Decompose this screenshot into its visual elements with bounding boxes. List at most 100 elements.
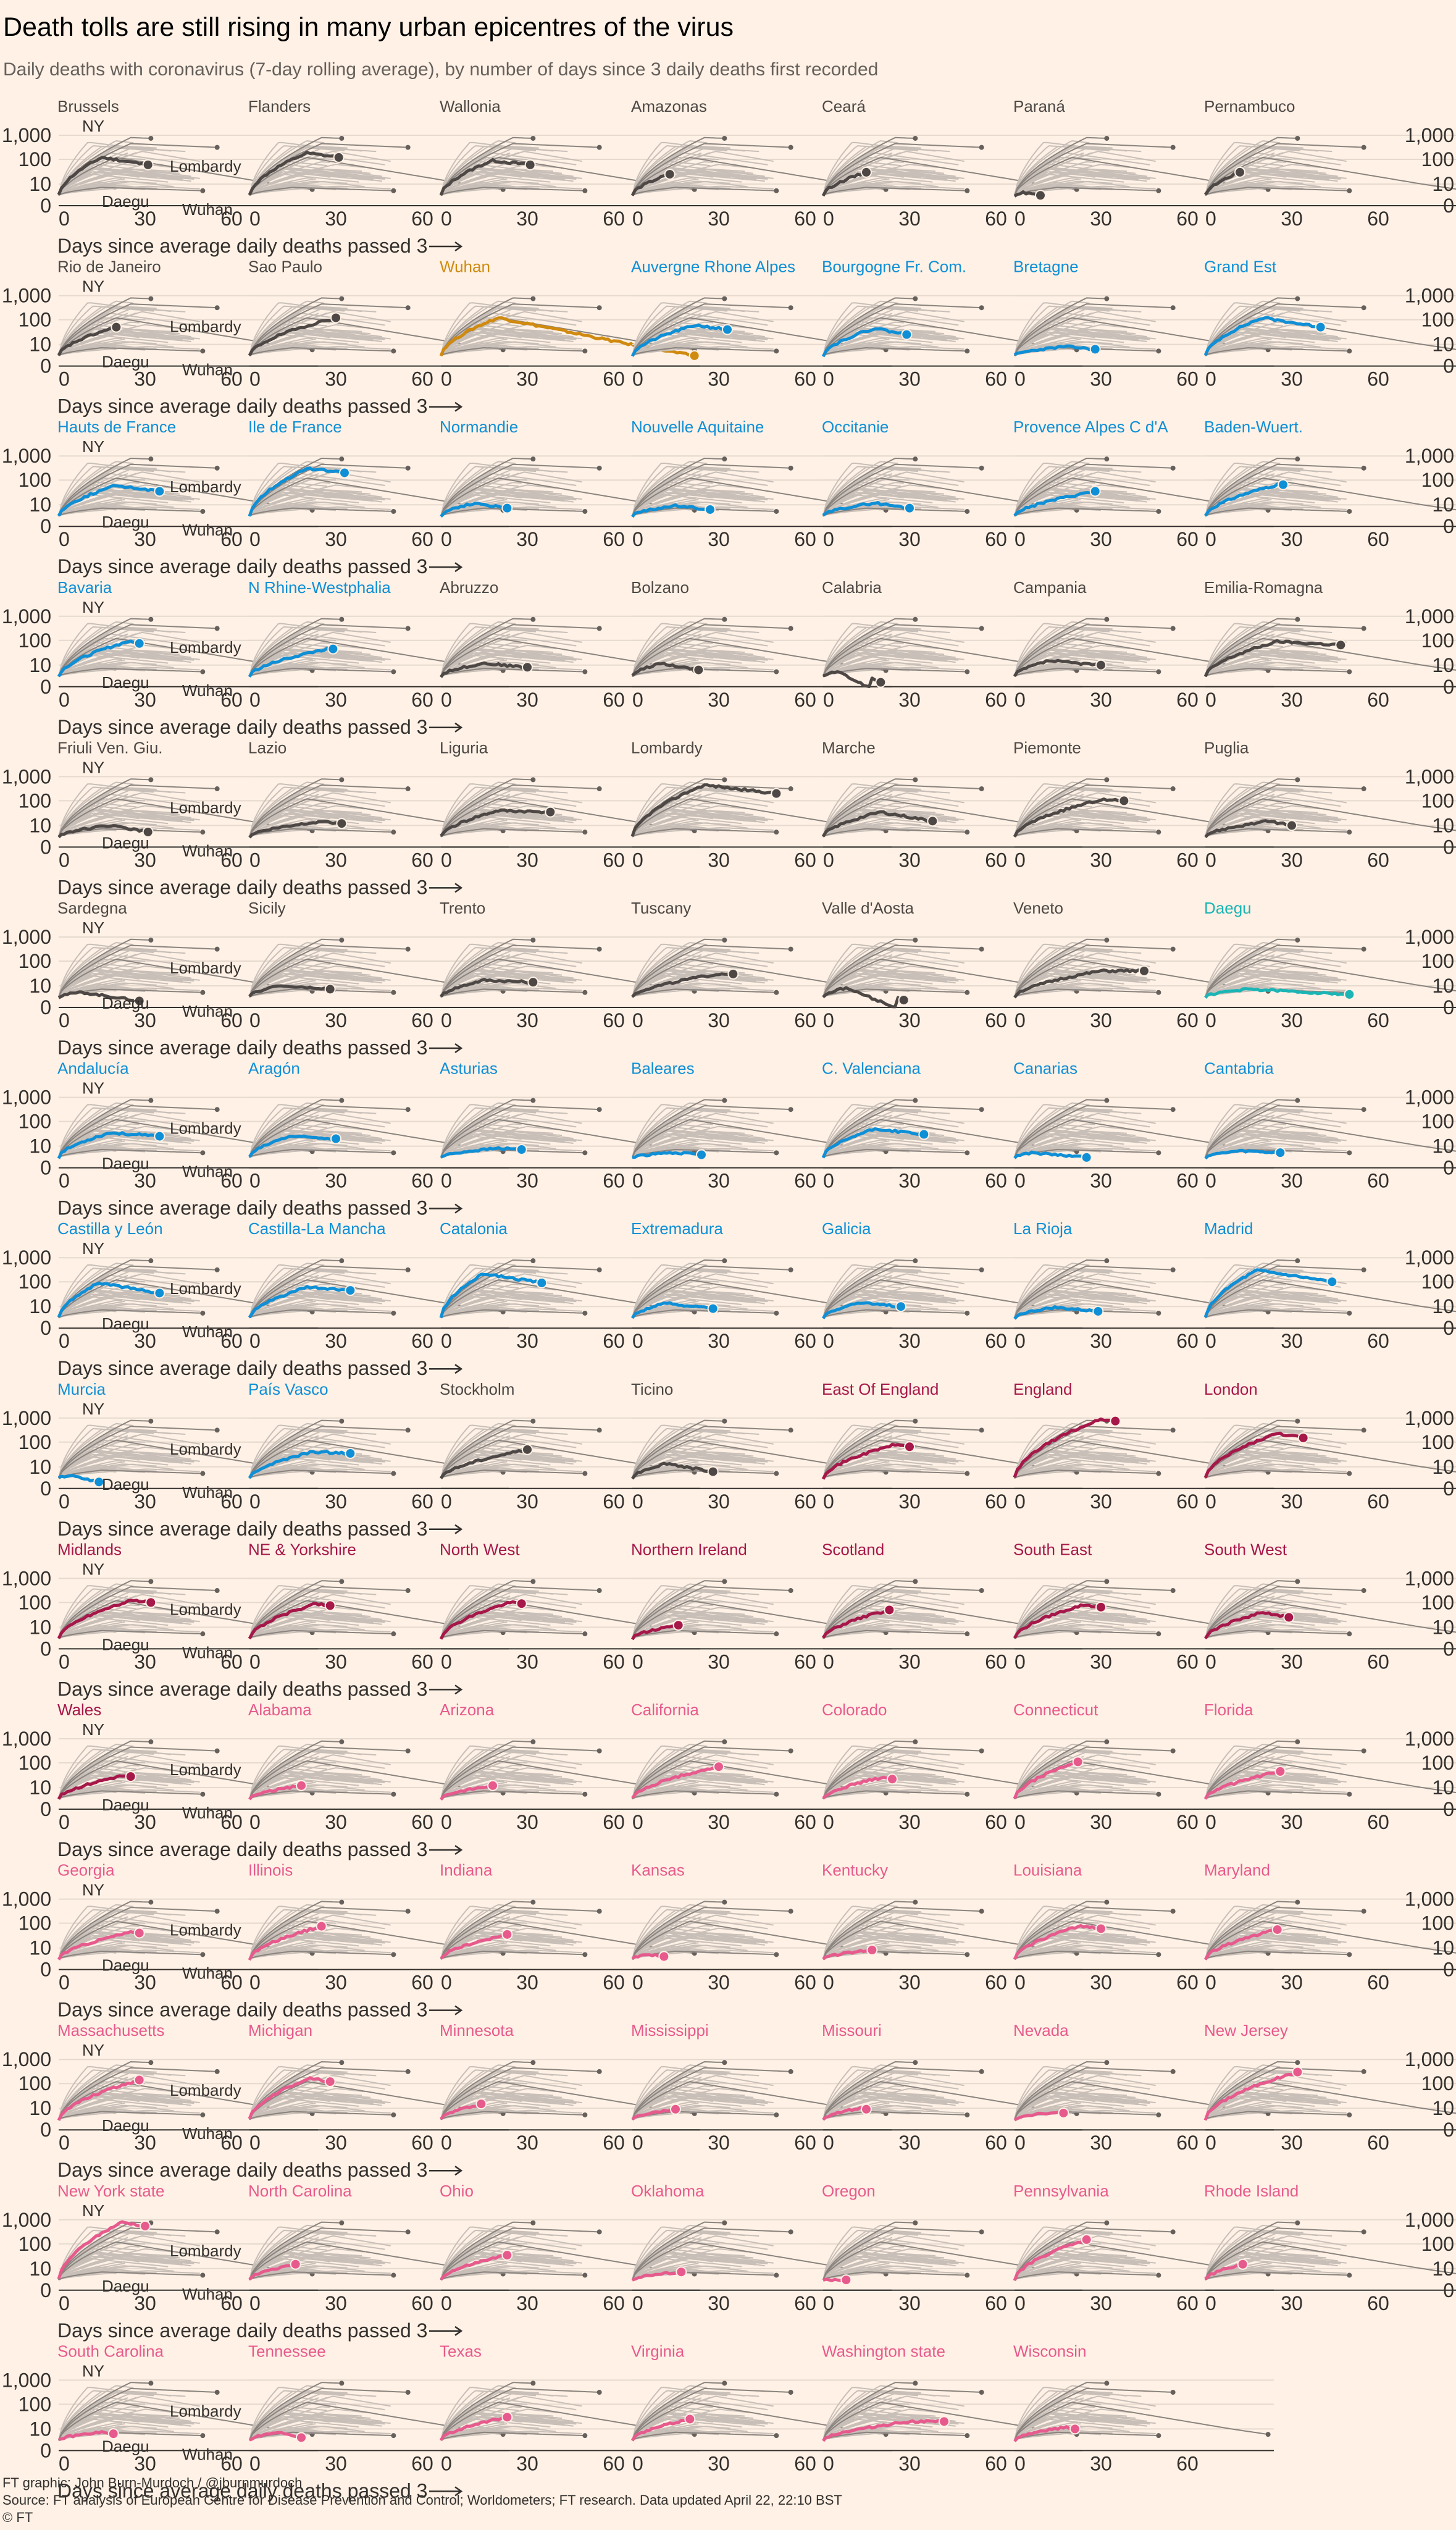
reference-series-line — [822, 137, 916, 196]
background-series-line — [440, 1286, 556, 1319]
y-tick-label: 100 — [19, 1111, 51, 1133]
background-series-line — [249, 621, 325, 677]
arrow-icon — [429, 1364, 463, 1374]
reference-series-line — [249, 1309, 394, 1319]
arrow-icon — [429, 1043, 463, 1054]
reference-series-line — [1205, 778, 1298, 838]
background-series-line — [58, 781, 134, 838]
y-tick-label: 0 — [40, 1637, 51, 1660]
y-tick-label: 1,000 — [1405, 765, 1454, 788]
y-tick-label: 10 — [29, 494, 51, 516]
reference-end-point — [1347, 1471, 1352, 1476]
background-series-line — [822, 781, 898, 838]
x-tick-label: 30 — [516, 689, 538, 711]
reference-end-point — [1361, 1748, 1366, 1754]
reference-end-point — [722, 1418, 727, 1424]
reference-series-line — [58, 784, 217, 838]
y-tick-label: 0 — [1443, 1477, 1454, 1500]
y-tick-label: 1,000 — [1405, 445, 1454, 467]
background-series-line — [822, 652, 904, 677]
x-tick-label: 0 — [823, 208, 834, 230]
x-tick-label: 60 — [1367, 368, 1389, 390]
background-series-line — [249, 969, 382, 998]
reference-end-point — [391, 1631, 396, 1637]
panel-title: Abruzzo — [440, 578, 498, 597]
reference-end-point — [964, 1791, 970, 1797]
reference-series-line — [1205, 1265, 1364, 1318]
background-series-line — [822, 1125, 939, 1158]
panel-title: Baden-Wuert. — [1204, 418, 1303, 436]
x-tick-label: 60 — [411, 1811, 433, 1833]
region-series-line — [1203, 170, 1241, 196]
background-series-line — [58, 462, 146, 516]
x-tick-label: 60 — [603, 368, 625, 390]
background-series-line — [249, 1130, 382, 1158]
reference-series-line — [1014, 784, 1173, 838]
background-series-line — [58, 943, 146, 998]
x-tick-label: 0 — [632, 849, 643, 871]
background-series-line — [58, 812, 140, 838]
x-tick-label: 30 — [1090, 1009, 1112, 1032]
region-end-point — [1344, 988, 1355, 1000]
reference-end-point — [582, 1150, 588, 1156]
reference-series-line — [440, 784, 600, 838]
reference-end-point — [979, 1267, 984, 1272]
x-tick-label: 0 — [441, 1009, 452, 1032]
background-series-line — [1205, 644, 1321, 677]
background-series-line — [1205, 461, 1281, 516]
x-tick-label: 60 — [794, 1330, 816, 1352]
x-tick-label: 0 — [249, 1811, 261, 1833]
x-tick-label: 60 — [1367, 1490, 1389, 1513]
reference-label: NY — [82, 1560, 104, 1578]
panel-title: Flanders — [248, 97, 311, 116]
region-series-line — [1013, 968, 1145, 999]
y-tick-label: 1,000 — [1405, 1086, 1454, 1109]
reference-label: Wuhan — [182, 521, 233, 539]
reference-end-point — [774, 1631, 779, 1637]
y-tick-label: 100 — [1421, 1431, 1454, 1453]
x-tick-label: 60 — [603, 1650, 625, 1673]
y-tick-label: 10 — [1432, 975, 1454, 997]
background-series-line — [632, 663, 690, 677]
background-series-line — [822, 943, 910, 998]
background-series-line — [249, 1264, 337, 1318]
reference-end-point — [1170, 1107, 1176, 1112]
reference-series-line — [1205, 958, 1456, 998]
reference-end-point — [964, 1310, 970, 1316]
y-tick-label: 10 — [29, 1776, 51, 1799]
y-tick-label: 10 — [1432, 173, 1454, 195]
reference-end-point — [1104, 616, 1110, 622]
region-series-line — [631, 503, 711, 518]
background-series-line — [1014, 663, 1073, 677]
reference-series-line — [822, 187, 968, 196]
arrow-icon — [429, 241, 463, 252]
background-series-line — [632, 302, 719, 356]
y-tick-label: 0 — [40, 996, 51, 1019]
background-series-line — [249, 488, 382, 516]
reference-series-line — [1205, 1105, 1364, 1158]
reference-end-point — [391, 348, 396, 354]
reference-end-point — [582, 508, 588, 514]
reference-series-line — [440, 507, 585, 517]
reference-label: Wuhan — [182, 841, 233, 860]
region-end-point — [1139, 965, 1150, 977]
reference-series-line — [632, 624, 791, 677]
region-end-point — [154, 1287, 165, 1299]
y-tick-label: 100 — [1421, 469, 1454, 491]
region-end-point — [345, 1285, 356, 1297]
reference-end-point — [1295, 1258, 1300, 1264]
reference-series-line — [1014, 1265, 1173, 1318]
y-tick-label: 10 — [1432, 1776, 1454, 1799]
region-end-point — [1095, 1601, 1107, 1613]
x-tick-label: 60 — [411, 1650, 433, 1673]
reference-end-point — [913, 1418, 918, 1424]
x-tick-label: 0 — [249, 689, 261, 711]
y-tick-label: 1,000 — [1405, 1728, 1454, 1750]
x-tick-label: 30 — [325, 208, 347, 230]
reference-end-point — [148, 1899, 154, 1905]
background-series-line — [1014, 1264, 1102, 1318]
